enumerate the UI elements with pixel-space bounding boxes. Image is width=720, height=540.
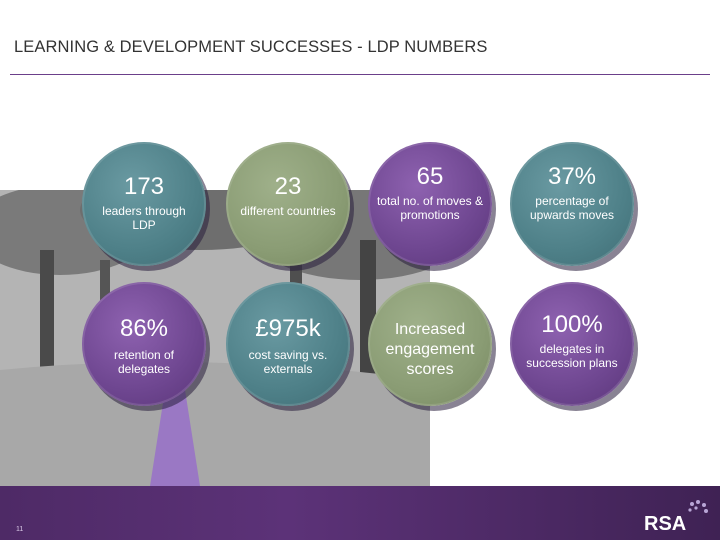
stat-engagement: Increased engagement scores: [368, 282, 492, 406]
stat-label: total no. of moves & promotions: [376, 194, 484, 222]
stat-countries: 23 different countries: [226, 142, 350, 266]
stat-moves: 65 total no. of moves & promotions: [368, 142, 492, 266]
stat-label: different countries: [240, 204, 336, 218]
rsa-logo: RSA: [640, 498, 710, 535]
tree-avenue-image: [0, 190, 430, 486]
stat-upwards: 37% percentage of upwards moves: [510, 142, 634, 266]
stat-value: Increased engagement scores: [385, 321, 475, 378]
stat-leaders: 173 leaders through LDP: [82, 142, 206, 266]
stat-label: retention of delegates: [113, 348, 175, 376]
page-title: LEARNING & DEVELOPMENT SUCCESSES - LDP N…: [14, 38, 488, 56]
stat-value: 23: [274, 173, 302, 200]
stat-cost-saving: £975k cost saving vs. externals: [226, 282, 350, 406]
stat-label: delegates in succession plans: [526, 342, 618, 370]
svg-text:RSA: RSA: [644, 513, 686, 534]
stat-value: 173: [123, 173, 165, 200]
stat-value: 37%: [547, 163, 597, 190]
title-divider: [10, 74, 710, 75]
stat-label: percentage of upwards moves: [529, 194, 615, 222]
stat-label: leaders through LDP: [102, 204, 186, 232]
stat-value: 86%: [119, 315, 169, 342]
stat-succession: 100% delegates in succession plans: [510, 282, 634, 406]
footer-band: [0, 486, 720, 540]
page-number: 11: [16, 526, 24, 533]
stat-value: 100%: [541, 311, 603, 338]
stat-value: £975k: [255, 315, 321, 342]
stat-value: 65: [416, 163, 444, 190]
stat-retention: 86% retention of delegates: [82, 282, 206, 406]
background-photo: [0, 190, 430, 486]
stat-label: cost saving vs. externals: [248, 348, 328, 376]
